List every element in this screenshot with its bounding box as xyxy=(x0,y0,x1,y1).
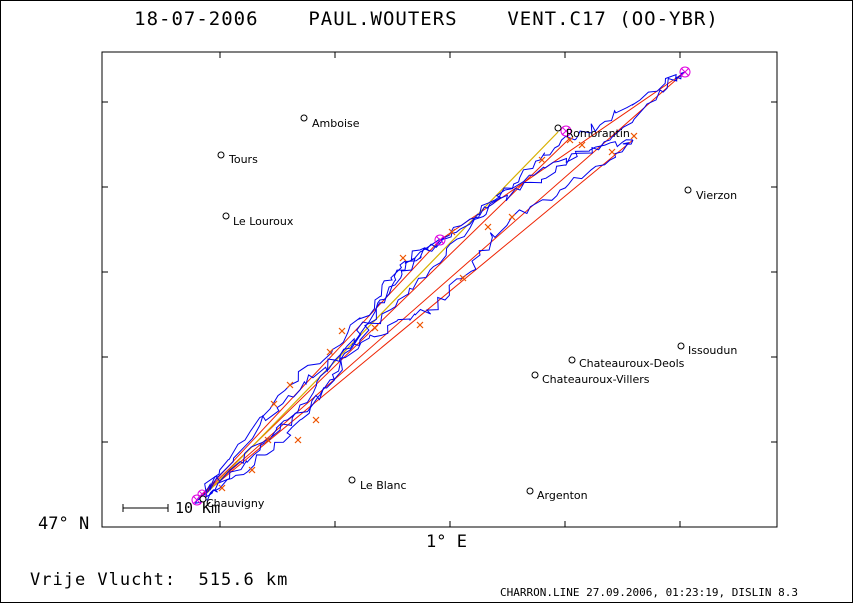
place-label-le-blanc: Le Blanc xyxy=(360,479,407,492)
longitude-axis-label: 1° E xyxy=(426,532,467,552)
fix-marker xyxy=(371,324,379,332)
fix-marker xyxy=(248,466,256,474)
place-label-romorantin: Romorantin xyxy=(566,127,630,140)
footer-credit: CHARRON.LINE 27.09.2006, 01:23:19, DISLI… xyxy=(500,586,799,599)
page-title: 18-07-2006 PAUL.WOUTERS VENT.C17 (OO-YBR… xyxy=(134,8,719,30)
place-dot xyxy=(554,124,562,132)
place-dot xyxy=(526,487,534,495)
fix-marker xyxy=(416,321,424,329)
fix-marker xyxy=(566,136,574,144)
place-markers xyxy=(199,114,692,503)
track-segment xyxy=(194,71,686,504)
axis-ticks xyxy=(102,52,777,527)
fix-marker xyxy=(448,228,456,236)
fix-marker xyxy=(264,436,272,444)
place-label-chateauroux-villers: Chateauroux-Villers xyxy=(542,373,650,386)
place-label-vierzon: Vierzon xyxy=(696,189,738,202)
turnpoint-marker xyxy=(679,66,691,78)
task-leg xyxy=(196,139,634,501)
fix-marker xyxy=(338,327,346,335)
track-segment xyxy=(196,139,634,501)
place-label-le-louroux: Le Louroux xyxy=(233,215,294,228)
place-dot xyxy=(222,212,230,220)
scale-bar-label: 10 Km xyxy=(175,499,221,517)
fix-marker xyxy=(218,484,226,492)
place-dot xyxy=(568,356,576,364)
place-label-chauvigny: Chauvigny xyxy=(206,497,265,510)
turnpoint-marker xyxy=(560,125,572,137)
place-label-issoudun: Issoudun xyxy=(688,344,738,357)
map-border xyxy=(101,51,778,528)
place-dot xyxy=(677,342,685,350)
fix-marker xyxy=(312,416,320,424)
flight-distance: Vrije Vlucht: 515.6 km xyxy=(30,570,289,590)
place-label-amboise: Amboise xyxy=(312,117,360,130)
fix-marker xyxy=(326,348,334,356)
fix-marker xyxy=(508,213,516,221)
fix-marker xyxy=(294,436,302,444)
fix-marker xyxy=(484,223,492,231)
track-segment xyxy=(196,239,444,501)
place-label-tours: Tours xyxy=(229,153,258,166)
place-label-argenton: Argenton xyxy=(537,489,588,502)
fix-markers xyxy=(218,132,638,492)
place-dot xyxy=(531,371,539,379)
fix-marker xyxy=(286,381,294,389)
latitude-axis-label: 47° N xyxy=(38,514,90,534)
fix-marker xyxy=(578,141,586,149)
place-dot xyxy=(348,476,356,484)
fix-marker xyxy=(270,400,278,408)
place-dot xyxy=(217,151,225,159)
place-label-chateauroux-deols: Chateauroux-Deols xyxy=(579,357,685,370)
place-dot xyxy=(684,186,692,194)
fix-marker xyxy=(459,274,467,282)
track-segment xyxy=(196,139,634,501)
place-dot xyxy=(300,114,308,122)
scale-bar xyxy=(122,504,169,512)
fix-marker xyxy=(538,156,546,164)
task-leg xyxy=(196,239,441,501)
place-dot xyxy=(199,495,207,503)
fix-marker xyxy=(399,254,407,262)
fix-marker xyxy=(608,148,616,156)
leg-line xyxy=(204,131,559,496)
turnpoint-marker xyxy=(434,234,446,246)
fix-marker xyxy=(630,132,638,140)
